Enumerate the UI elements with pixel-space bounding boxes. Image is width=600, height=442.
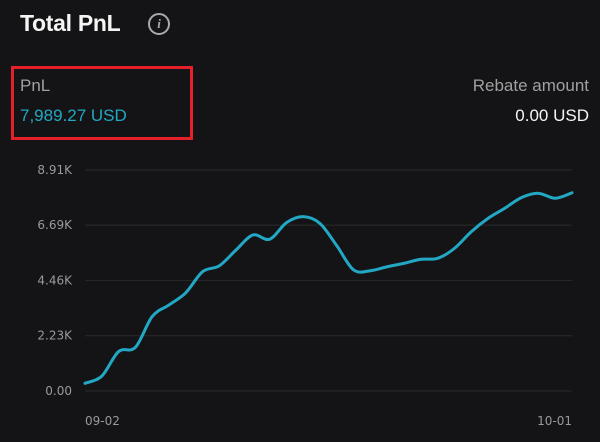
pnl-label: PnL — [20, 76, 51, 95]
info-icon[interactable]: i — [148, 13, 170, 35]
pnl-highlight-box — [11, 66, 193, 140]
y-tick-label: 8.91K — [37, 163, 73, 177]
pnl-value: 7,989.27 USD — [20, 106, 127, 125]
y-tick-label: 0.00 — [45, 384, 72, 398]
y-tick-label: 2.23K — [37, 329, 73, 343]
page-title: Total PnL — [20, 10, 121, 36]
x-tick-label: 10-01 — [537, 414, 572, 428]
pnl-line — [83, 191, 574, 385]
rebate-label: Rebate amount — [472, 76, 589, 95]
y-tick-label: 6.69K — [37, 218, 73, 232]
rebate-value: 0.00 USD — [515, 106, 589, 125]
x-tick-label: 09-02 — [85, 414, 120, 428]
y-tick-label: 4.46K — [37, 273, 73, 287]
